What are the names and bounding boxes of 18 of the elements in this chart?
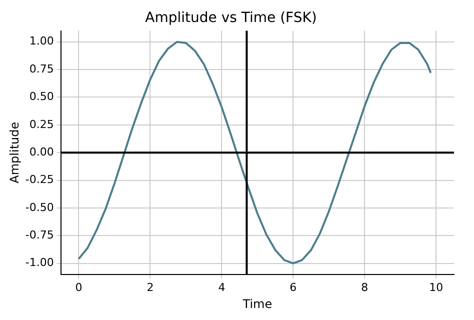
x-axis-title: Time: [242, 296, 272, 311]
y-tick-label: -0.50: [25, 200, 54, 214]
x-tick-label: 10: [429, 280, 444, 294]
y-tick-label: 1.00: [29, 34, 54, 48]
y-tick-label: -0.75: [25, 228, 54, 242]
y-tick-label: -0.25: [25, 173, 54, 186]
x-tick-label: 2: [146, 280, 154, 294]
x-tick-label: 6: [290, 280, 297, 294]
chart-title: Amplitude vs Time (FSK): [145, 10, 317, 26]
x-tick-label: 4: [218, 280, 226, 294]
y-axis-title: Amplitude: [7, 122, 22, 184]
y-tick-label: 0.00: [29, 145, 54, 158]
y-tick-label: -1.00: [25, 256, 54, 270]
y-tick-label: 0.75: [29, 62, 54, 76]
y-tick-label: 0.50: [29, 90, 54, 104]
y-tick-label: 0.25: [29, 118, 54, 131]
x-tick-label: 8: [361, 280, 368, 294]
x-tick-label: 0: [75, 280, 82, 294]
